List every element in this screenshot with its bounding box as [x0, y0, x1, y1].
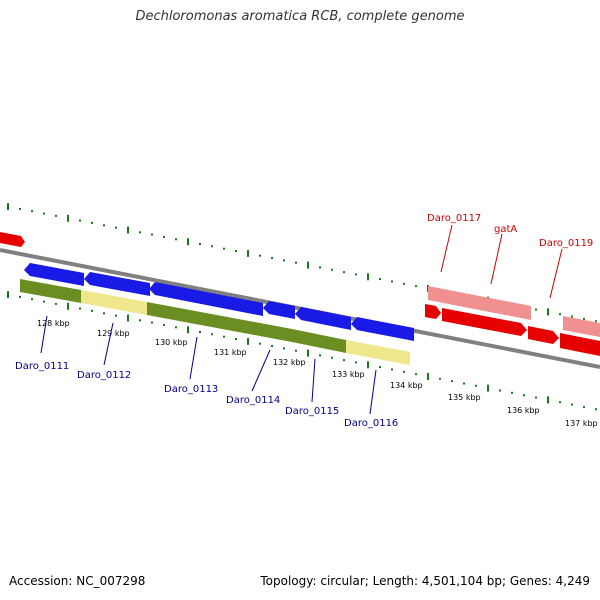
- scale-label: 137 kbp: [565, 419, 598, 428]
- gene-label-daro-0115[interactable]: Daro_0115: [285, 406, 339, 417]
- gene-label-daro-0112[interactable]: Daro_0112: [77, 370, 131, 381]
- leader-line: [189, 336, 198, 380]
- gene-label-gata[interactable]: gatA: [494, 224, 517, 235]
- scale-label: 132 kbp: [273, 358, 306, 367]
- reverse-feature-bar[interactable]: [81, 290, 147, 315]
- forward-gene-arrow[interactable]: [442, 308, 527, 336]
- leader-line: [369, 369, 377, 415]
- footer-accession: Accession: NC_007298: [9, 574, 146, 588]
- reverse-feature-bar[interactable]: [147, 302, 260, 336]
- gene-label-daro-0119[interactable]: Daro_0119: [539, 238, 593, 249]
- page-title: Dechloromonas aromatica RCB, complete ge…: [135, 9, 465, 24]
- forward-gene-arrow[interactable]: [528, 326, 559, 344]
- reverse-gene-arrow[interactable]: [295, 307, 351, 330]
- forward-gene-arrow[interactable]: [560, 333, 600, 356]
- reverse-gene-arrow[interactable]: [84, 272, 150, 296]
- reverse-gene-arrow[interactable]: [263, 301, 295, 319]
- leader-line: [440, 224, 453, 273]
- forward-feature-bar[interactable]: [428, 286, 531, 320]
- reverse-feature-bar[interactable]: [292, 329, 346, 353]
- scale-label: 128 kbp: [37, 319, 70, 328]
- leader-line: [490, 233, 503, 285]
- forward-gene-arrow[interactable]: [425, 304, 441, 319]
- leader-line: [549, 248, 563, 299]
- gene-label-daro-0113[interactable]: Daro_0113: [164, 384, 218, 395]
- scale-label: 133 kbp: [332, 370, 365, 379]
- gene-label-daro-0116[interactable]: Daro_0116: [344, 418, 398, 429]
- gene-label-daro-0114[interactable]: Daro_0114: [226, 395, 280, 406]
- scale-label: 131 kbp: [214, 348, 247, 357]
- leader-line: [311, 358, 316, 403]
- reverse-gene-arrow[interactable]: [24, 263, 84, 286]
- reverse-feature-bar[interactable]: [20, 279, 81, 303]
- reverse-feature-bar[interactable]: [260, 323, 292, 342]
- scale-label: 129 kbp: [97, 329, 130, 338]
- reverse-gene-arrow[interactable]: [149, 282, 263, 316]
- scale-label: 130 kbp: [155, 338, 188, 347]
- reverse-feature-bar[interactable]: [346, 340, 410, 365]
- bottom-tick-row: [7, 291, 597, 411]
- scale-label: 136 kbp: [507, 406, 540, 415]
- reverse-gene-arrow[interactable]: [351, 317, 414, 341]
- leader-line: [251, 349, 271, 392]
- forward-feature-bar[interactable]: [563, 316, 600, 337]
- leader-line: [103, 322, 114, 366]
- gene-label-daro-0111[interactable]: Daro_0111: [15, 361, 69, 372]
- scale-label: 135 kbp: [448, 393, 481, 402]
- gene-label-daro-0117[interactable]: Daro_0117: [427, 213, 481, 224]
- scale-label: 134 kbp: [390, 381, 423, 390]
- leader-line: [40, 315, 48, 354]
- footer-stats: Topology: circular; Length: 4,501,104 bp…: [260, 574, 590, 588]
- forward-gene-arrow[interactable]: [0, 232, 25, 247]
